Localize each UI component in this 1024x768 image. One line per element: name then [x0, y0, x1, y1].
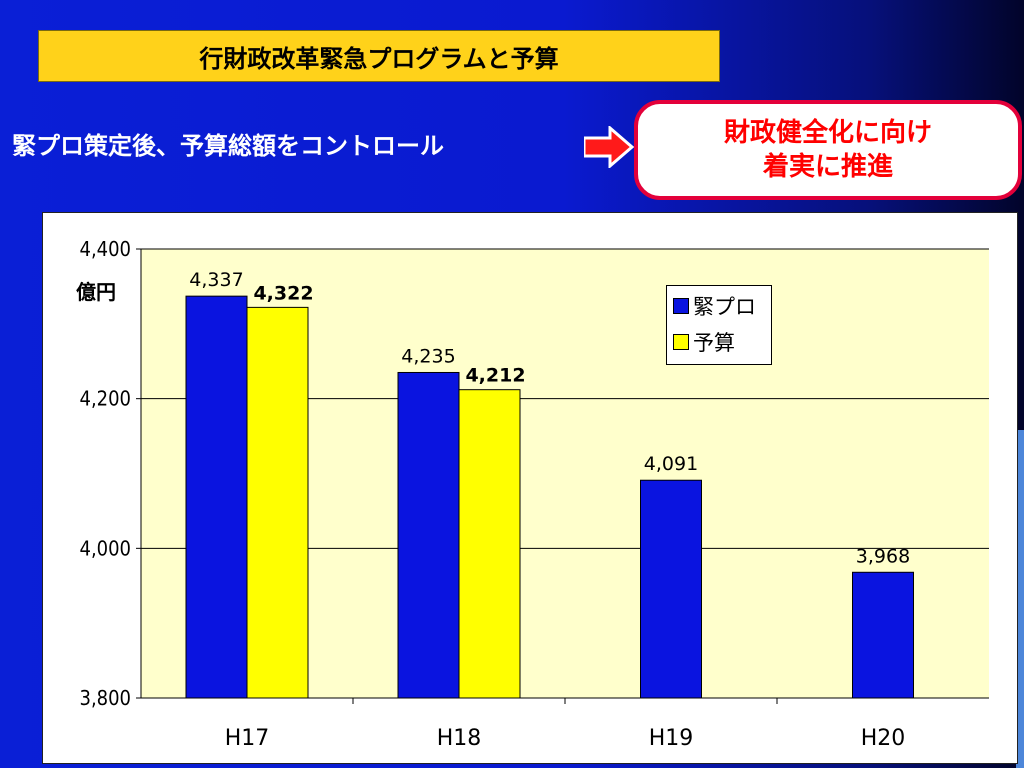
legend-label-kinpuro: 緊プロ [693, 295, 756, 319]
chart-legend: 緊プロ 予算 [666, 285, 772, 365]
bar-kinpuro [397, 371, 460, 699]
y-tick-label: 3,800 [80, 686, 132, 710]
bar-chart: 3,800 4,000 4,200 4,400 H17 4,337 4,322 H18 4,23… [80, 237, 989, 751]
slide-subtitle: 緊プロ策定後、予算総額をコントロール [12, 132, 444, 160]
bar-kinpuro [852, 571, 914, 699]
data-label-kinpuro: 3,968 [856, 545, 910, 567]
x-tick-label: H18 [437, 726, 482, 751]
x-tick-label: H20 [861, 726, 906, 751]
legend-swatch-yosan [673, 334, 689, 350]
callout-line-1: 財政健全化に向け [723, 118, 932, 148]
legend-label-yosan: 予算 [693, 331, 735, 355]
slide-title: 行財政改革緊急プログラムと予算 [38, 30, 720, 82]
bar-kinpuro [640, 479, 702, 699]
y-tick-label: 4,200 [80, 387, 132, 411]
data-label-kinpuro: 4,091 [644, 453, 698, 475]
x-tick-label: H19 [649, 726, 694, 751]
callout-line-2: 着実に推進 [762, 152, 893, 182]
legend-item-yosan: 予算 [667, 326, 771, 358]
data-label-kinpuro: 4,235 [401, 345, 455, 367]
decorative-box [1016, 430, 1024, 768]
legend-swatch-kinpuro [673, 298, 689, 314]
y-tick-label: 4,400 [80, 237, 132, 261]
x-tick-label: H17 [225, 726, 270, 751]
data-label-yosan: 4,212 [465, 365, 525, 387]
legend-item-kinpuro: 緊プロ [667, 290, 771, 322]
y-unit-label: 億円 [76, 280, 116, 304]
chart-panel: 3,800 4,000 4,200 4,400 H17 4,337 4,322 H18 4,23… [42, 212, 1018, 764]
callout-box: 財政健全化に向け 着実に推進 [634, 100, 1022, 200]
data-label-kinpuro: 4,337 [189, 269, 243, 291]
data-label-yosan: 4,322 [253, 282, 313, 304]
bar-kinpuro [185, 295, 248, 699]
y-tick-label: 4,000 [80, 536, 132, 560]
bar-yosan [246, 306, 309, 699]
bar-yosan [458, 389, 521, 699]
right-arrow-icon [584, 126, 634, 168]
